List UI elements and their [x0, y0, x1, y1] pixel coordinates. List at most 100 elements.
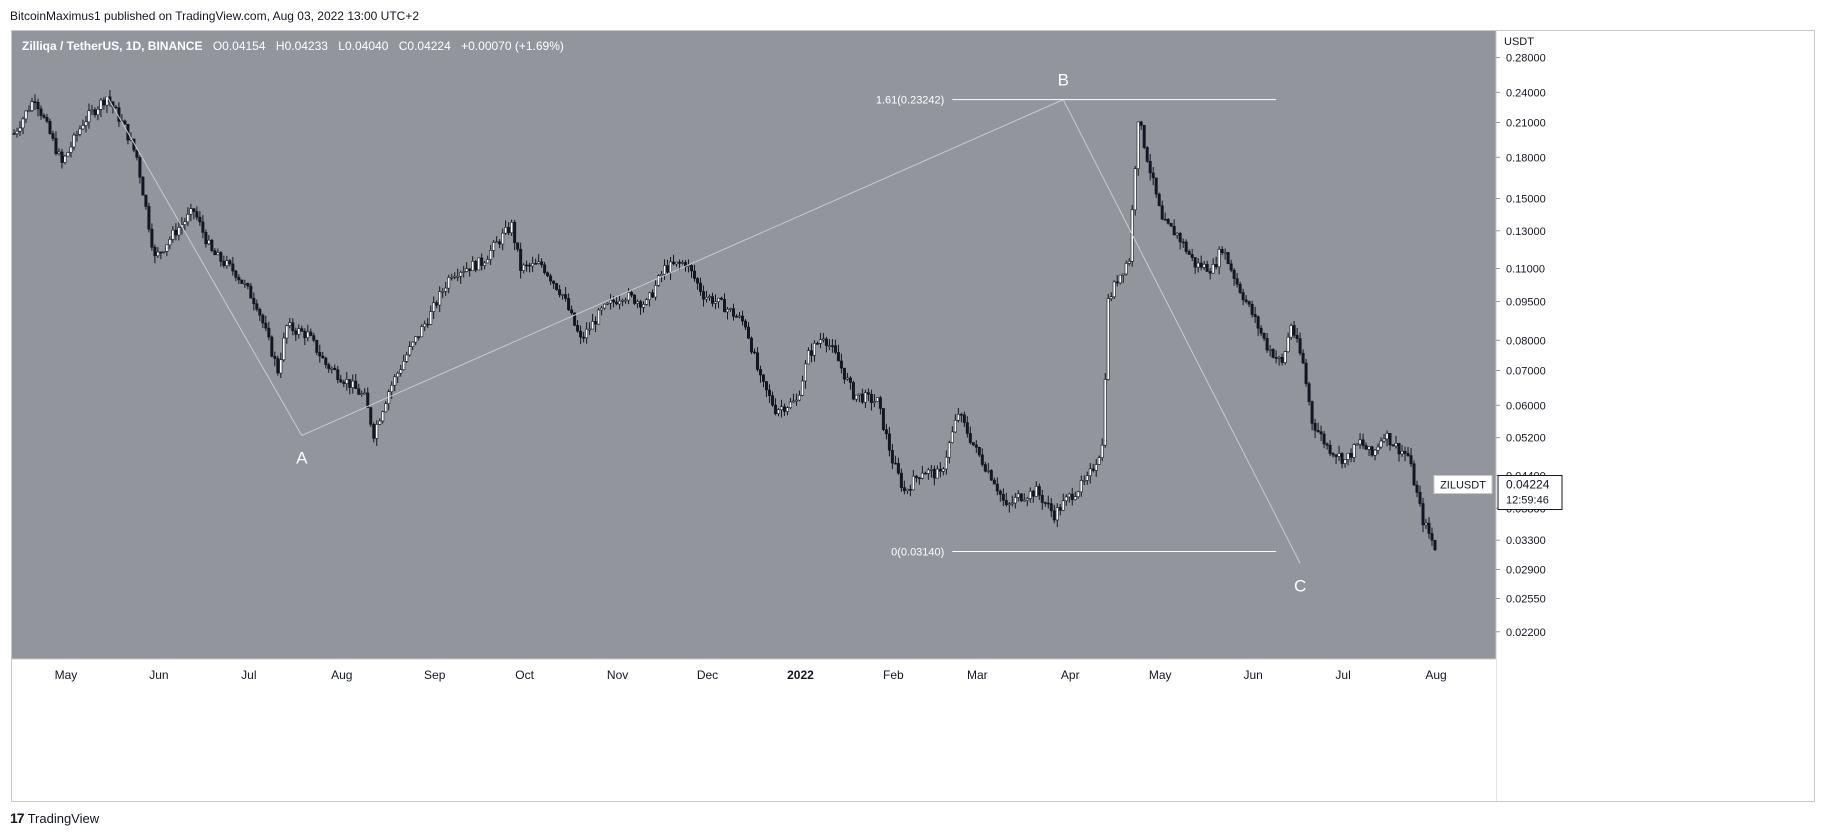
candle-body — [435, 302, 439, 306]
candle-body — [363, 392, 367, 395]
candle-body — [465, 268, 469, 272]
candle-body — [755, 352, 759, 370]
candle-body — [33, 101, 37, 103]
candle-body — [351, 380, 355, 388]
candle-body — [839, 360, 843, 369]
candle-body — [740, 315, 744, 322]
candle-body — [965, 422, 969, 434]
candle-body — [54, 138, 58, 154]
time-tick-label: Oct — [515, 668, 534, 682]
candle-body — [627, 292, 631, 301]
price-axis: USDT 0.28000 0.24000 0.21000 0.18000 0.15000 0… — [1495, 31, 1814, 801]
candle-body — [483, 262, 487, 266]
chart-frame[interactable]: 1.61(0.23242) 0(0.03140) A B C USDT 0.28000 0.… — [11, 30, 1815, 802]
candle-body — [1400, 450, 1404, 455]
candle-body — [600, 307, 604, 311]
candle-body — [1295, 334, 1299, 339]
candle-body — [720, 297, 724, 300]
candle-body — [1013, 497, 1017, 504]
price-chart[interactable]: 1.61(0.23242) 0(0.03140) A B C USDT 0.28000 0.… — [12, 31, 1814, 801]
candle-body — [890, 450, 894, 464]
candle-body — [956, 413, 960, 421]
candle-body — [1202, 263, 1206, 268]
candle-body — [15, 130, 19, 134]
candle-body — [306, 331, 310, 339]
candle-body — [893, 462, 897, 465]
candle-body — [588, 328, 592, 331]
candle-body — [669, 261, 673, 273]
candle-body — [782, 406, 786, 412]
candle-body — [1220, 249, 1224, 253]
candle-body — [690, 265, 694, 272]
candle-body — [264, 322, 268, 329]
candle-body — [90, 109, 94, 112]
candle-body — [1049, 503, 1053, 512]
candle-body — [507, 227, 511, 234]
candle-body — [399, 369, 403, 374]
candle-body — [767, 389, 771, 396]
candle-body — [1424, 522, 1428, 526]
price-tick-label: 0.06000 — [1506, 400, 1546, 412]
candle-body — [159, 251, 163, 254]
candle-body — [144, 194, 148, 207]
time-tick-label: May — [1149, 668, 1172, 682]
candle-body — [480, 257, 484, 266]
candle-body — [1289, 325, 1293, 338]
price-tick-label: 0.15000 — [1506, 193, 1546, 205]
legend-low-label: L — [338, 39, 345, 53]
candle-body — [210, 239, 214, 251]
candle-body — [408, 346, 412, 356]
candle-body — [1409, 455, 1413, 465]
candle-body — [1250, 303, 1254, 315]
candle-body — [270, 336, 274, 357]
candle-body — [1157, 193, 1161, 207]
candle-body — [1280, 357, 1284, 363]
candle-body — [971, 442, 975, 446]
time-tick-label: Jul — [1335, 668, 1350, 682]
candle-body — [809, 350, 813, 356]
candle-body — [1040, 495, 1044, 503]
candle-body — [1331, 453, 1335, 456]
candle-body — [234, 270, 238, 278]
candle-body — [168, 239, 172, 246]
candle-body — [462, 271, 466, 273]
candle-body — [728, 308, 732, 310]
candle-body — [63, 155, 67, 163]
candle-body — [279, 359, 283, 374]
candle-body — [1187, 251, 1191, 255]
candle-body — [1361, 439, 1365, 446]
candle-body — [300, 328, 304, 332]
candle-body — [114, 106, 118, 109]
candle-body — [989, 470, 993, 481]
candle-body — [648, 292, 652, 301]
candle-body — [405, 354, 409, 362]
candle-body — [1268, 349, 1272, 351]
candle-body — [429, 311, 433, 325]
candle-body — [1421, 503, 1425, 526]
candle-body — [1322, 433, 1326, 445]
candle-body — [660, 273, 664, 276]
candle-body — [207, 239, 211, 245]
candle-body — [959, 413, 963, 416]
candle-body — [968, 433, 972, 443]
candle-body — [1112, 281, 1116, 298]
candle-body — [579, 330, 583, 338]
time-tick-label: Jun — [149, 668, 168, 682]
candle-body — [1088, 468, 1092, 477]
candle-body — [1193, 257, 1197, 268]
candle-body — [525, 264, 529, 267]
candle-body — [21, 118, 25, 129]
candle-body — [213, 250, 217, 256]
candle-body — [714, 301, 718, 304]
candle-body — [681, 262, 685, 264]
candle-body — [51, 133, 55, 139]
candle-body — [749, 337, 753, 353]
candle-body — [863, 392, 867, 403]
candle-body — [860, 393, 864, 403]
candle-body — [851, 382, 855, 400]
candle-body — [974, 444, 978, 448]
candle-body — [881, 408, 885, 430]
time-tick-label: Dec — [697, 668, 718, 682]
candle-body — [582, 336, 586, 339]
candle-body — [651, 292, 655, 298]
